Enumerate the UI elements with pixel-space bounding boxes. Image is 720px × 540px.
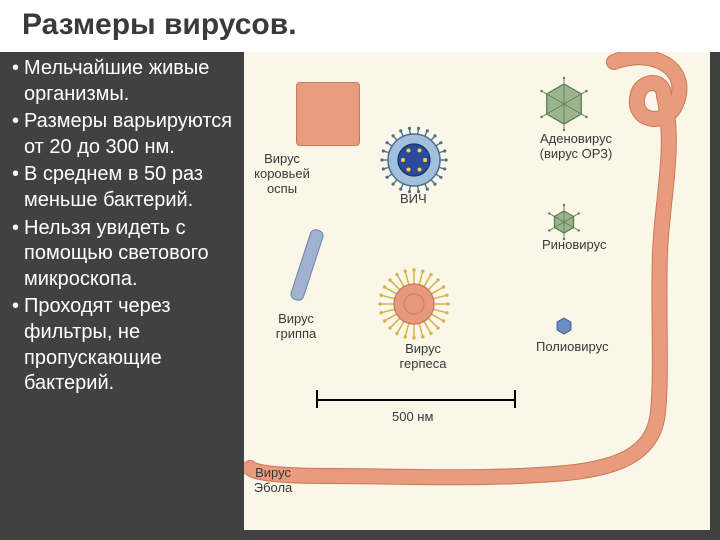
list-item: Проходят через фильтры, не пропускающие … bbox=[12, 294, 234, 396]
virus-size-diagram: Вирус коровьей оспы ВИЧАденовирус (вирус… bbox=[244, 52, 710, 530]
page-title: Размеры вирусов. bbox=[0, 0, 720, 52]
content-row: Мельчайшие живые организмы. Размеры варь… bbox=[0, 52, 720, 540]
list-item: В среднем в 50 раз меньше бактерий. bbox=[12, 162, 234, 213]
list-item: Мельчайшие живые организмы. bbox=[12, 56, 234, 107]
diagram-label: Вирус Эбола bbox=[238, 466, 308, 496]
list-item: Нельзя увидеть с помощью светового микро… bbox=[12, 216, 234, 293]
slide: Размеры вирусов. Мельчайшие живые органи… bbox=[0, 0, 720, 540]
ebola-virus-icon bbox=[244, 52, 704, 522]
bullet-list: Мельчайшие живые организмы. Размеры варь… bbox=[0, 52, 240, 540]
list-item: Размеры варьируются от 20 до 300 нм. bbox=[12, 109, 234, 160]
